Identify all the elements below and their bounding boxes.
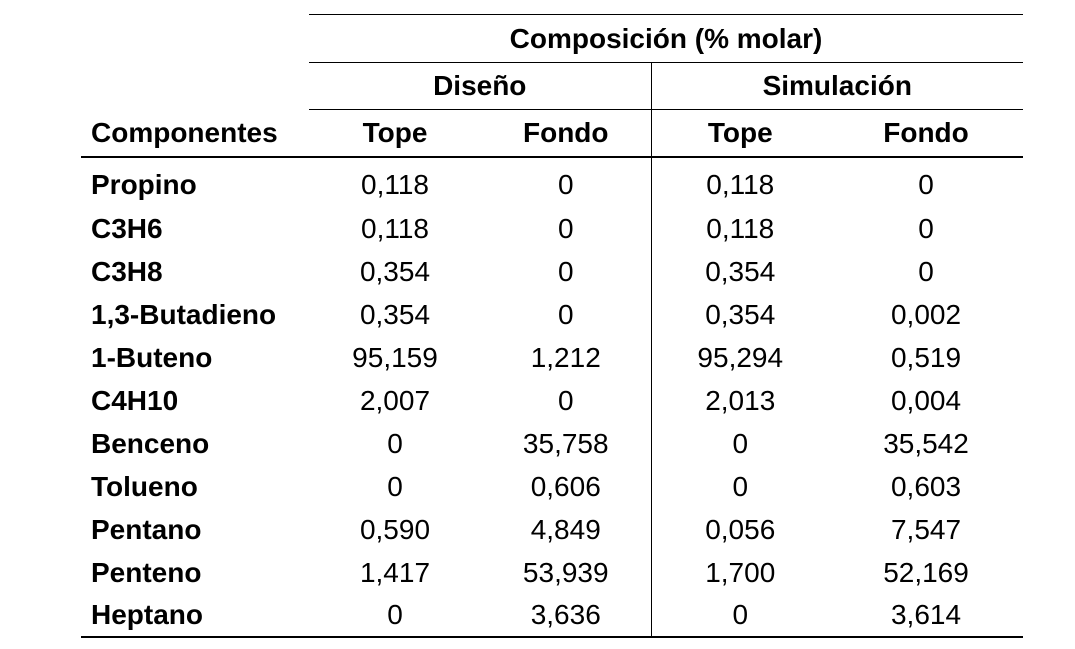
design-bottom-column-header: Fondo (481, 109, 651, 158)
column-header-row: Componentes Tope Fondo Tope Fondo (81, 109, 1024, 158)
simulation-subgroup-header: Simulación (650, 62, 1024, 110)
simulation-bottom-cell: 0 (918, 168, 934, 200)
table-row: Heptano 0 3,636 0 3,614 (81, 594, 1024, 638)
table-row: Penteno 1,417 53,939 1,700 52,169 (81, 551, 1023, 594)
design-top-cell: 0,118 (361, 168, 429, 200)
design-bottom-cell: 0 (557, 255, 574, 287)
table-row: Pentano 0,590 4,849 0,056 7,547 (81, 508, 1023, 551)
simulation-top-cell: 0,056 (650, 508, 829, 551)
component-name-cell: Propino (91, 168, 197, 200)
design-top-cell: 0 (309, 594, 481, 638)
composition-table: Composición (% molar) Diseño Simulación … (81, 14, 1024, 638)
simulation-bottom-cell: 0,002 (890, 298, 962, 330)
simulation-bottom-cell: 35,542 (883, 427, 969, 459)
subgroup-header-row: Diseño Simulación (81, 62, 1024, 110)
component-name-cell: Benceno (91, 427, 210, 459)
table-row: C3H6 0,118 0 0,118 0 (81, 207, 1023, 250)
design-top-cell: 0,354 (359, 298, 431, 330)
simulation-bottom-cell: 0 (918, 255, 934, 287)
design-top-cell: 1,417 (359, 556, 431, 588)
component-name-cell: 1,3-Butadieno (91, 298, 277, 330)
simulation-top-column-header: Tope (650, 109, 829, 158)
component-name-cell: C3H8 (91, 255, 163, 287)
simulation-top-cell: 1,700 (650, 551, 829, 594)
simulation-top-cell: 0,354 (650, 250, 829, 293)
design-bottom-cell: 0 (557, 384, 574, 416)
table-row: 1,3-Butadieno 0,354 0 0,354 0,002 (81, 293, 1023, 336)
empty-corner-cell (81, 15, 309, 63)
component-name-cell: 1-Buteno (91, 341, 213, 373)
design-top-cell: 2,007 (359, 384, 431, 416)
component-name-cell: Penteno (91, 556, 202, 588)
group-header-row: Composición (% molar) (81, 14, 1024, 63)
table-row: Tolueno 0 0,606 0 0,603 (81, 465, 1023, 508)
simulation-top-cell: 2,013 (650, 379, 829, 422)
empty-corner-cell (81, 63, 309, 110)
design-bottom-cell: 53,939 (522, 556, 609, 588)
table-row: Benceno 0 35,758 0 35,542 (81, 422, 1023, 465)
table-row: C3H8 0,354 0 0,354 0 (81, 250, 1023, 293)
simulation-top-cell: 0,118 (650, 157, 829, 207)
simulation-top-cell: 0,118 (650, 207, 829, 250)
component-name-cell: C4H10 (91, 384, 179, 416)
simulation-bottom-cell: 0,004 (890, 384, 962, 416)
design-top-cell: 95,159 (352, 341, 438, 373)
design-top-cell: 0,590 (359, 513, 431, 545)
design-top-cell: 0,354 (359, 255, 431, 287)
component-name-cell: Pentano (91, 513, 202, 545)
simulation-bottom-cell: 0 (918, 212, 934, 244)
table-row: Propino 0,118 0 0,118 0 (81, 157, 1023, 207)
design-bottom-cell: 0 (557, 212, 574, 244)
simulation-top-cell: 0 (650, 465, 829, 508)
design-bottom-cell: 0 (557, 298, 574, 330)
composition-group-header: Composición (% molar) (309, 14, 1024, 63)
simulation-bottom-cell: 0,603 (890, 470, 962, 502)
design-top-cell: 0,118 (361, 212, 429, 244)
design-subgroup-header: Diseño (309, 62, 651, 110)
design-bottom-cell: 3,636 (481, 594, 651, 638)
simulation-top-cell: 95,294 (650, 336, 829, 379)
simulation-top-cell: 0,354 (650, 293, 829, 336)
component-name-cell: C3H6 (91, 212, 163, 244)
simulation-bottom-cell: 52,169 (883, 556, 969, 588)
component-name-cell: Heptano (81, 594, 309, 638)
design-top-cell: 0 (387, 427, 403, 459)
simulation-top-cell: 0 (650, 594, 829, 638)
design-top-cell: 0 (387, 470, 403, 502)
design-bottom-cell: 0,606 (530, 470, 601, 502)
table-row: C4H10 2,007 0 2,013 0,004 (81, 379, 1023, 422)
simulation-top-cell: 0 (650, 422, 829, 465)
component-name-cell: Tolueno (91, 470, 198, 502)
design-bottom-cell: 1,212 (530, 341, 601, 373)
simulation-bottom-cell: 7,547 (890, 513, 962, 545)
simulation-bottom-cell: 0,519 (890, 341, 962, 373)
design-bottom-cell: 0 (557, 168, 574, 200)
table-row: 1-Buteno 95,159 1,212 95,294 0,519 (81, 336, 1023, 379)
table-body: Propino 0,118 0 0,118 0 C3H6 0,118 0 0,118 0 C3H8 0… (81, 157, 1024, 638)
design-bottom-cell: 4,849 (530, 513, 601, 545)
simulation-bottom-cell: 3,614 (829, 594, 1024, 638)
design-bottom-cell: 35,758 (522, 427, 609, 459)
components-column-header: Componentes (81, 109, 309, 158)
design-top-column-header: Tope (309, 109, 481, 158)
simulation-bottom-column-header: Fondo (829, 109, 1024, 158)
